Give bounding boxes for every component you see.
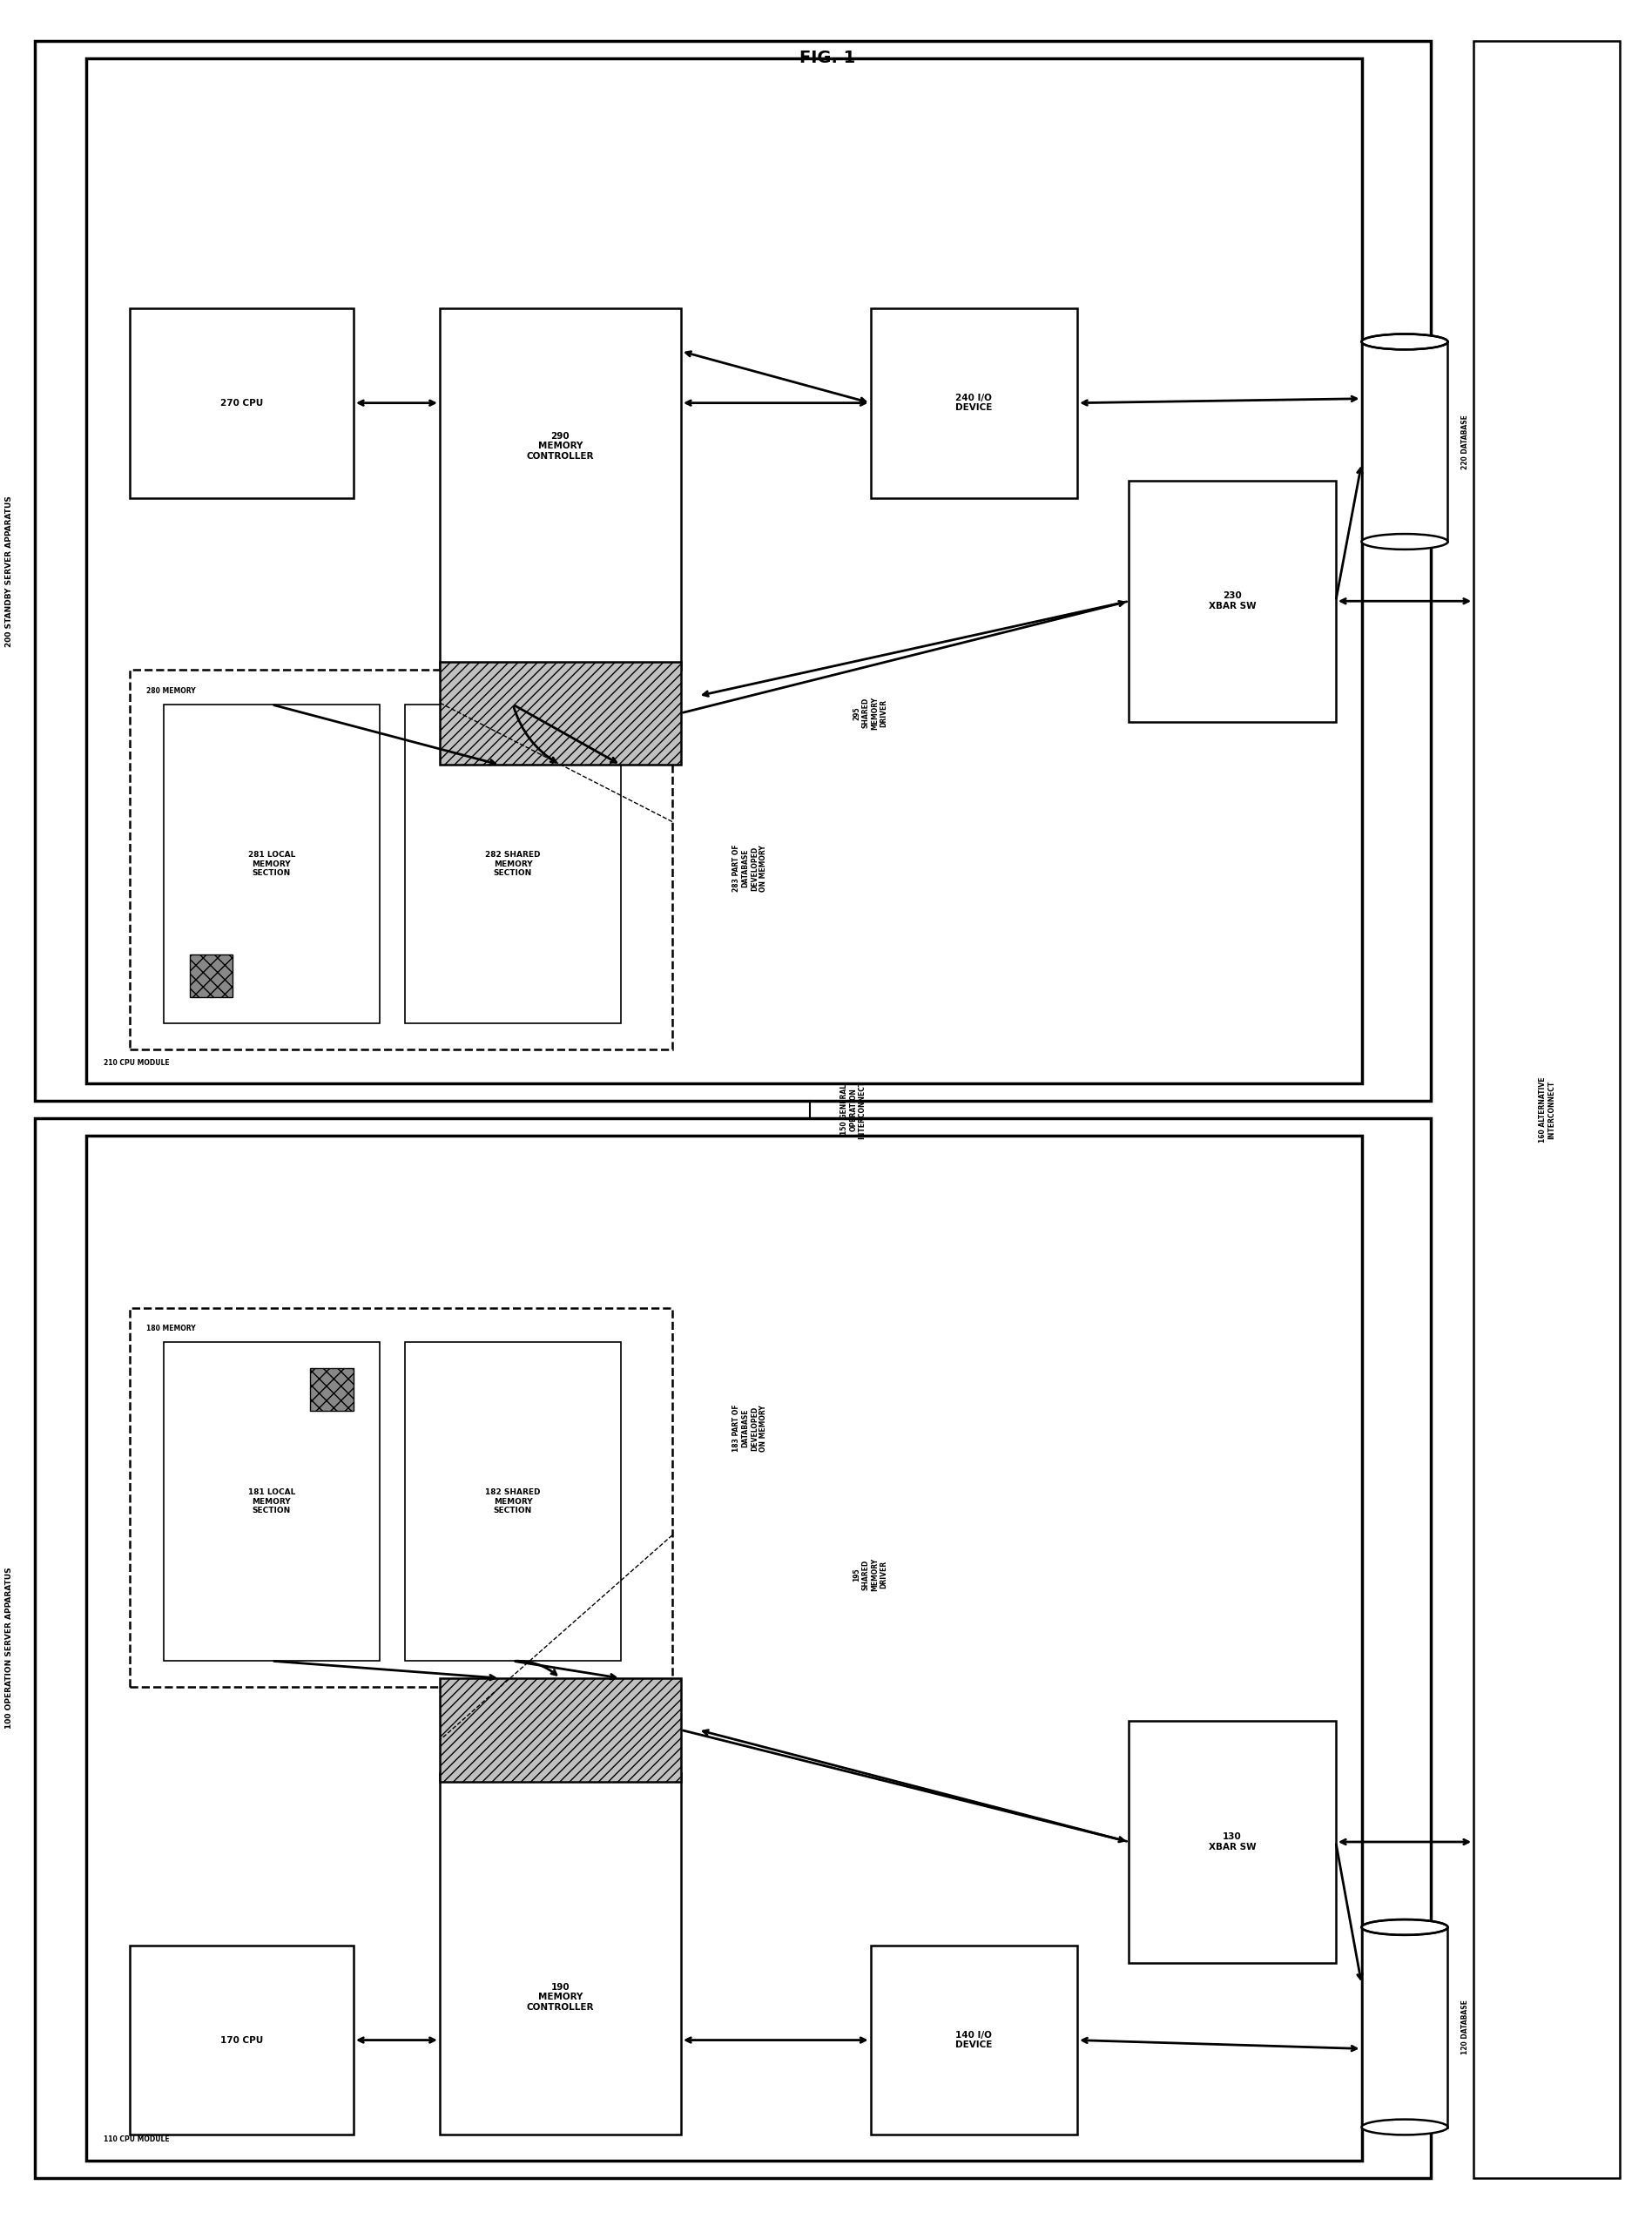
Bar — [1474, 40, 1621, 2179]
Bar — [35, 1118, 1431, 2179]
Ellipse shape — [1361, 335, 1447, 351]
Bar — [871, 308, 1077, 497]
Bar — [439, 308, 681, 670]
Text: 200 STANDBY SERVER APPARATUS: 200 STANDBY SERVER APPARATUS — [5, 495, 13, 646]
Bar — [86, 1136, 1361, 2161]
Bar — [164, 1342, 380, 1662]
Text: 160 ALTERNATIVE
INTERCONNECT: 160 ALTERNATIVE INTERCONNECT — [1538, 1076, 1555, 1143]
Ellipse shape — [1361, 535, 1447, 550]
Bar — [1361, 1928, 1447, 2128]
Bar — [311, 1367, 354, 1411]
Bar — [86, 58, 1361, 1083]
Text: 282 SHARED
MEMORY
SECTION: 282 SHARED MEMORY SECTION — [486, 850, 540, 877]
Text: 270 CPU: 270 CPU — [220, 399, 263, 408]
Text: 220 DATABASE: 220 DATABASE — [1460, 415, 1469, 468]
Bar — [871, 1946, 1077, 2135]
Bar — [129, 670, 672, 1050]
Bar — [129, 1946, 354, 2135]
Bar — [164, 703, 380, 1023]
Text: 180 MEMORY: 180 MEMORY — [147, 1325, 197, 1334]
Text: 240 I/O
DEVICE: 240 I/O DEVICE — [955, 393, 993, 413]
Bar — [1128, 482, 1336, 721]
Text: 100 OPERATION SERVER APPARATUS: 100 OPERATION SERVER APPARATUS — [5, 1567, 13, 1729]
Bar — [439, 661, 681, 766]
Text: 195
SHARED
MEMORY
DRIVER: 195 SHARED MEMORY DRIVER — [852, 1558, 889, 1591]
Bar — [129, 1307, 672, 1686]
Text: 210 CPU MODULE: 210 CPU MODULE — [104, 1058, 170, 1067]
Bar — [1128, 1722, 1336, 1962]
Text: 110 CPU MODULE: 110 CPU MODULE — [104, 2135, 170, 2144]
Text: 281 LOCAL
MEMORY
SECTION: 281 LOCAL MEMORY SECTION — [248, 850, 296, 877]
Ellipse shape — [1361, 1919, 1447, 1935]
Text: 295
SHARED
MEMORY
DRIVER: 295 SHARED MEMORY DRIVER — [852, 697, 889, 730]
Bar — [439, 1773, 681, 2135]
Text: 283 PART OF
DATABASE
DEVELOPED
ON MEMORY: 283 PART OF DATABASE DEVELOPED ON MEMORY — [732, 845, 768, 892]
Bar — [129, 308, 354, 497]
Text: 290
MEMORY
CONTROLLER: 290 MEMORY CONTROLLER — [527, 430, 595, 462]
Text: 150 GENERAL
OPERATION
INTERCONNECT: 150 GENERAL OPERATION INTERCONNECT — [841, 1081, 866, 1138]
Text: 230
XBAR SW: 230 XBAR SW — [1209, 592, 1256, 610]
Bar — [35, 40, 1431, 1101]
Text: 130
XBAR SW: 130 XBAR SW — [1209, 1833, 1256, 1851]
Bar — [1361, 342, 1447, 541]
Text: 140 I/O
DEVICE: 140 I/O DEVICE — [955, 2030, 993, 2050]
Text: 181 LOCAL
MEMORY
SECTION: 181 LOCAL MEMORY SECTION — [248, 1489, 296, 1516]
Text: 170 CPU: 170 CPU — [220, 2035, 263, 2044]
Bar — [405, 1342, 621, 1662]
Bar — [439, 1678, 681, 1782]
Text: 120 DATABASE: 120 DATABASE — [1460, 1999, 1469, 2055]
Text: FIG. 1: FIG. 1 — [800, 49, 856, 67]
Text: 182 SHARED
MEMORY
SECTION: 182 SHARED MEMORY SECTION — [486, 1489, 540, 1516]
Bar — [190, 954, 233, 999]
Text: 183 PART OF
DATABASE
DEVELOPED
ON MEMORY: 183 PART OF DATABASE DEVELOPED ON MEMORY — [732, 1405, 768, 1451]
Bar — [405, 703, 621, 1023]
Text: 190
MEMORY
CONTROLLER: 190 MEMORY CONTROLLER — [527, 1982, 595, 2010]
Text: 280 MEMORY: 280 MEMORY — [147, 688, 197, 695]
Ellipse shape — [1361, 2119, 1447, 2135]
